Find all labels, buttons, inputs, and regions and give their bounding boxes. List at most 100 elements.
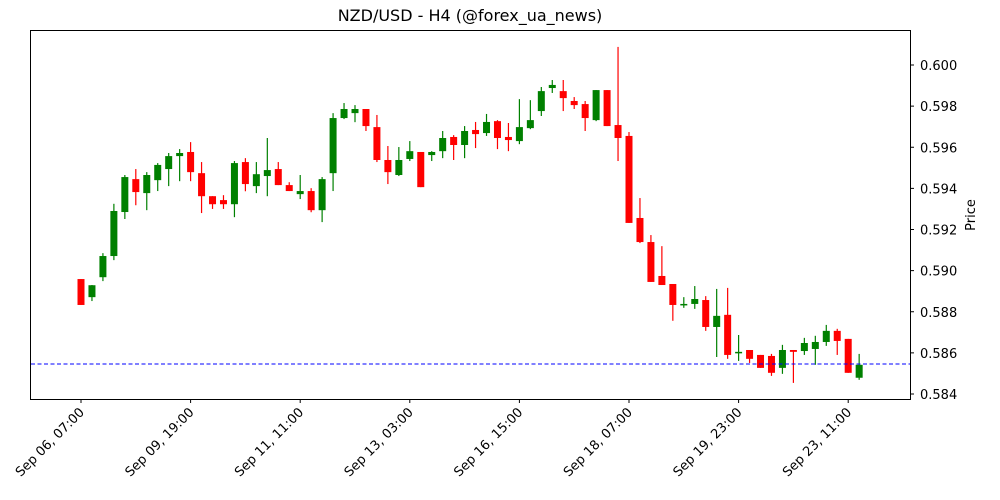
y-tick-label: 0.598 (920, 100, 957, 115)
candle (592, 90, 600, 122)
candle (855, 353, 863, 380)
y-tick-label: 0.600 (920, 59, 957, 74)
candle (439, 131, 447, 159)
candle (636, 198, 644, 244)
x-tick-label: Sep 19, 23:00 (671, 405, 746, 480)
candle-body (647, 242, 655, 282)
candle (746, 349, 754, 363)
candle (548, 80, 556, 93)
candle (340, 103, 348, 120)
candle (406, 141, 414, 162)
candles-layer (77, 46, 863, 383)
candle-body (472, 129, 480, 135)
candle (537, 87, 545, 116)
candle (285, 182, 293, 192)
candle (165, 153, 173, 187)
candle-body (735, 351, 743, 354)
x-tick-label: Sep 13, 03:00 (342, 405, 417, 480)
y-tick-label: 0.590 (920, 265, 957, 280)
candle-body (209, 196, 217, 205)
candle (252, 162, 260, 194)
candle (483, 113, 491, 136)
candle-body (307, 191, 315, 211)
candle-body (362, 109, 370, 127)
candle-body (417, 151, 425, 188)
candle-body (625, 135, 633, 223)
candle (450, 135, 458, 160)
candle-body (187, 151, 195, 173)
candle-body (296, 191, 304, 195)
candle (351, 105, 359, 123)
candle-body (691, 299, 699, 304)
candle (680, 297, 688, 308)
candle-body (450, 136, 458, 145)
candle-body (855, 364, 863, 378)
candle (230, 161, 238, 218)
candle-body (713, 315, 721, 327)
candle-body (219, 200, 227, 205)
candle-body (757, 354, 765, 368)
candle (417, 151, 425, 188)
candle (428, 151, 436, 162)
candle-body (428, 151, 436, 156)
candle-body (669, 283, 677, 305)
x-tick-label: Sep 23, 11:00 (780, 405, 855, 480)
candle (88, 285, 96, 302)
candle (329, 113, 337, 192)
x-tick-label: Sep 09, 19:00 (123, 405, 198, 480)
candle-body (154, 164, 162, 181)
candle (724, 287, 732, 359)
candle-body (121, 177, 129, 213)
x-tick-label: Sep 18, 07:00 (561, 405, 636, 480)
candle (822, 324, 830, 346)
candle-body (263, 170, 271, 177)
candle (504, 122, 512, 152)
y-tick-label: 0.592 (920, 224, 957, 239)
candle-body (274, 169, 282, 186)
candle (603, 90, 611, 127)
candle (581, 100, 589, 132)
candle-body (165, 156, 173, 170)
candle-body (461, 131, 469, 145)
candle-body (844, 338, 852, 373)
candle-body (603, 90, 611, 127)
chart-title: NZD/USD - H4 (@forex_ua_news) (337, 6, 603, 25)
candle-body (230, 163, 238, 205)
y-axis-label: Price (964, 199, 979, 231)
candle (154, 163, 162, 192)
candle-body (198, 173, 206, 197)
y-tick-label: 0.596 (920, 141, 957, 156)
candle (570, 97, 578, 110)
candle-body (724, 314, 732, 355)
candle (219, 195, 227, 209)
x-axis: Sep 06, 07:00 Sep 09, 19:00 Sep 11, 11:00 S… (13, 399, 855, 480)
plot-frame (30, 30, 911, 400)
candle (176, 149, 184, 182)
candle-body (132, 179, 140, 193)
candle (307, 188, 315, 213)
candle (77, 279, 85, 305)
candle-body (537, 91, 545, 112)
candle (702, 296, 710, 331)
candle (472, 121, 480, 149)
candle (713, 288, 721, 357)
candle (844, 338, 852, 373)
candle (132, 169, 140, 206)
candle (373, 114, 381, 163)
candle (811, 335, 819, 365)
candle (647, 235, 655, 282)
candle-body (570, 100, 578, 106)
candle-body (833, 330, 841, 341)
candle-body (77, 279, 85, 305)
candle-body (241, 162, 249, 185)
candle-body (636, 217, 644, 243)
candle-body (680, 303, 688, 306)
candle (461, 126, 469, 159)
candle-body (176, 153, 184, 157)
candle (384, 146, 392, 185)
candle (800, 337, 808, 355)
candle (789, 349, 797, 383)
candle-body (822, 330, 830, 342)
y-tick-label: 0.588 (920, 306, 957, 321)
